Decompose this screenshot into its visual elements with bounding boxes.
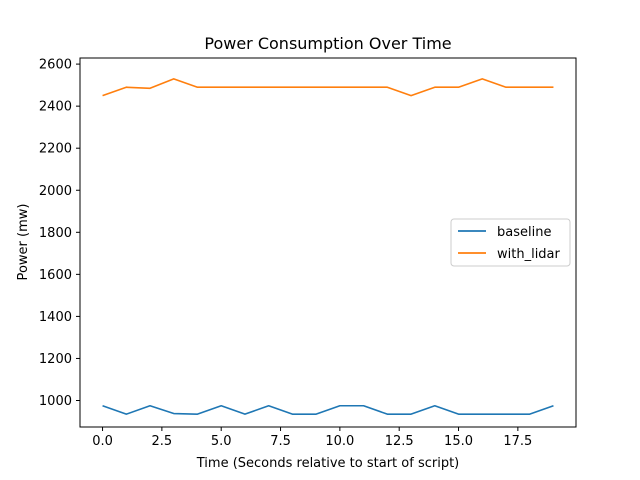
x-tick-label: 0.0 [92,434,113,449]
chart-title: Power Consumption Over Time [204,34,451,53]
y-axis-title: Power (mw) [16,204,31,281]
legend-label-with-lidar: with_lidar [497,247,561,262]
y-tick-label: 2200 [39,142,72,157]
x-tick-label: 5.0 [211,434,232,449]
legend: baseline with_lidar [450,218,571,267]
series-line-baseline [102,404,554,415]
y-tick-label: 2400 [39,100,72,115]
y-tick-label: 1000 [39,394,72,409]
x-tick-label: 17.5 [503,434,532,449]
y-tick-label: 1600 [39,268,72,283]
x-tick-label: 2.5 [152,434,173,449]
legend-label-baseline: baseline [497,225,551,240]
y-tick-label: 2600 [39,58,72,73]
y-axis-ticks: 1000 1200 1400 1600 1800 2000 2200 2400 2600 [39,58,80,409]
plot-lines [102,78,554,415]
x-axis-title: Time (Seconds relative to start of scrip… [196,456,460,471]
y-tick-label: 1400 [39,310,72,325]
x-axis-ticks: 0.0 2.5 5.0 7.5 10.0 12.5 15.0 17.5 [92,427,532,449]
x-tick-label: 15.0 [444,434,473,449]
y-tick-label: 2000 [39,184,72,199]
series-line-with-lidar [102,78,554,97]
plot-frame [79,57,577,428]
x-tick-label: 7.5 [270,434,291,449]
y-tick-label: 1800 [39,226,72,241]
x-tick-label: 12.5 [385,434,414,449]
x-tick-label: 10.0 [325,434,354,449]
y-tick-label: 1200 [39,352,72,367]
